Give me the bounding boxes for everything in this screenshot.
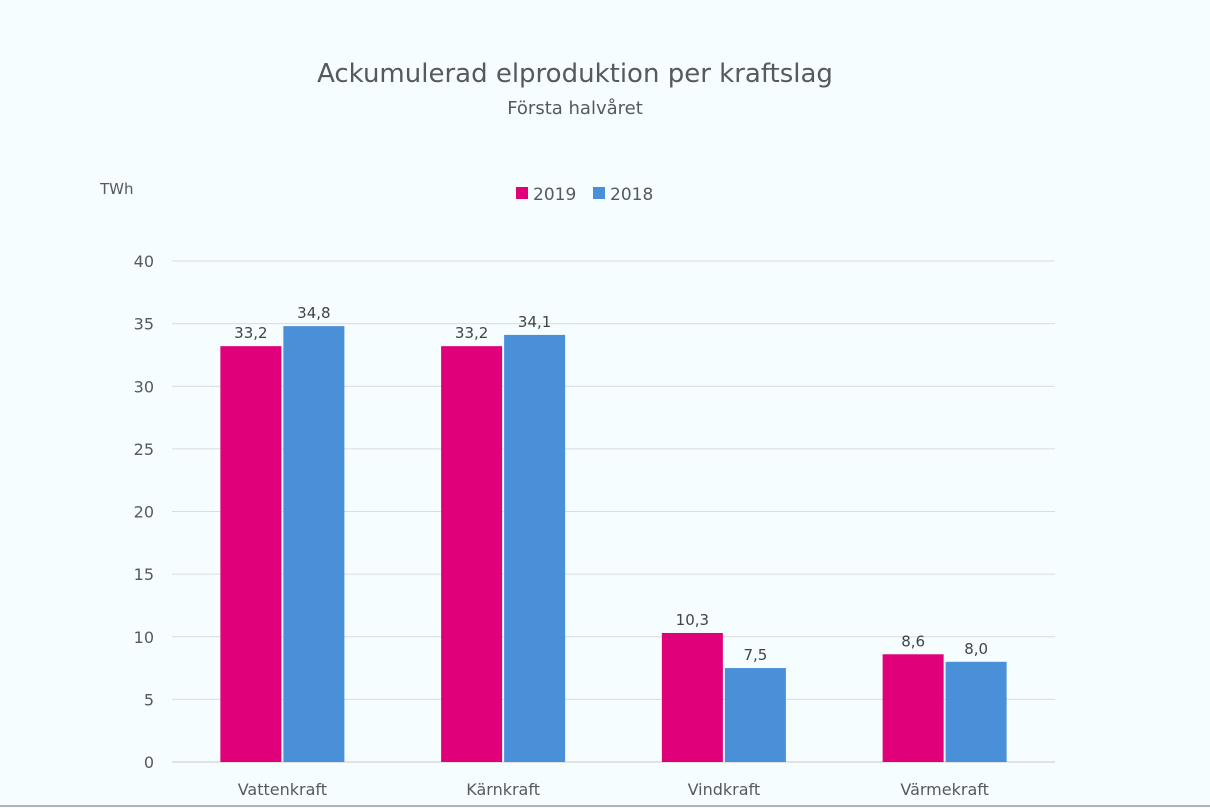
y-tick-label: 20	[134, 503, 154, 522]
bar-2018	[945, 661, 1007, 762]
bar-2018	[724, 668, 786, 762]
y-tick-label: 0	[144, 753, 154, 772]
legend-label-2018: 2018	[610, 185, 653, 205]
bars	[220, 326, 1007, 762]
y-axis-unit-label: TWh	[99, 180, 134, 198]
legend-label-2019: 2019	[533, 185, 576, 205]
legend: 2019 2018	[516, 185, 653, 205]
y-tick-label: 40	[134, 252, 154, 271]
x-category-label: Vindkraft	[688, 780, 761, 799]
bar-2019	[220, 346, 282, 762]
y-axis-ticks: 0 5 10 15 20 25 30 35 40	[134, 252, 154, 772]
bar-2019	[441, 346, 503, 762]
y-tick-label: 15	[134, 565, 154, 584]
x-axis-categories: Vattenkraft Kärnkraft Vindkraft Värmekraft	[238, 780, 989, 799]
data-label: 34,8	[297, 304, 330, 322]
data-labels: 33,2 34,8 33,2 34,1 10,3 7,5 8,6 8,0	[234, 304, 988, 664]
data-label: 10,3	[676, 611, 709, 629]
legend-swatch-2019	[516, 187, 528, 199]
x-category-label: Vattenkraft	[238, 780, 327, 799]
data-label: 33,2	[234, 324, 267, 342]
data-label: 8,6	[901, 632, 925, 650]
bar-2019	[882, 654, 944, 762]
x-category-label: Värmekraft	[900, 780, 989, 799]
bar-2018	[504, 334, 566, 762]
y-tick-label: 25	[134, 440, 154, 459]
data-label: 33,2	[455, 324, 488, 342]
y-tick-label: 5	[144, 690, 154, 709]
bar-2019	[661, 632, 723, 762]
y-tick-label: 10	[134, 628, 154, 647]
data-label: 8,0	[964, 640, 988, 658]
y-tick-label: 30	[134, 377, 154, 396]
x-category-label: Kärnkraft	[466, 780, 540, 799]
bar-2018	[283, 326, 345, 762]
chart-subtitle: Första halvåret	[507, 98, 643, 119]
legend-swatch-2018	[593, 187, 605, 199]
data-label: 34,1	[518, 313, 551, 331]
y-tick-label: 35	[134, 315, 154, 334]
data-label: 7,5	[743, 646, 767, 664]
chart-title: Ackumulerad elproduktion per kraftslag	[317, 59, 833, 89]
